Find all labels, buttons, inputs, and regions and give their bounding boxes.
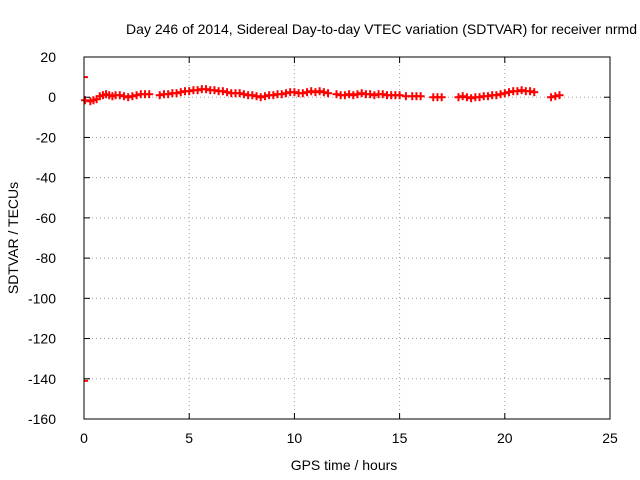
data-point [555,91,564,100]
x-tick-label: 5 [185,430,193,446]
data-point [547,93,556,102]
data-point [210,86,219,95]
data-point [311,88,320,97]
data-point [172,89,181,98]
data-point [395,91,404,100]
data-point [492,91,501,100]
y-tick-label: -100 [28,290,56,306]
data-point [124,93,133,102]
x-tick-label: 0 [80,430,88,446]
data-point [260,92,269,101]
data-point [277,90,286,99]
data-point [128,92,137,101]
data-point [223,88,232,97]
data-point [324,89,333,98]
data-point [340,91,349,100]
data-point [235,89,244,98]
data-point [526,87,535,96]
data-point [467,94,476,103]
data-point [298,89,307,98]
data-point [458,92,467,101]
data-point [252,92,261,101]
data-point [239,90,248,99]
data-point [353,90,362,99]
data-point [454,93,463,102]
data-point [115,91,124,100]
y-tick-label: -80 [36,250,56,266]
data-point [269,91,278,100]
y-tick-label: -140 [28,371,56,387]
data-point [500,89,509,98]
y-tick-label: -60 [36,210,56,226]
data-point [378,90,387,99]
data-point [332,90,341,99]
x-tick-labels: 0 5 10 15 20 25 [80,430,618,446]
y-tick-label: 20 [40,49,56,65]
data-point [437,93,446,102]
y-tick-labels: 20 0 -20 -40 -60 -80 -100 -120 -140 -160 [28,49,56,427]
data-point [530,88,539,97]
data-point [505,88,514,97]
x-tick-label: 15 [392,430,408,446]
data-point [416,92,425,101]
axis-ticks [83,56,611,420]
y-tick-label: -120 [28,331,56,347]
data-point [551,92,560,101]
x-axis-label: GPS time / hours [291,457,398,473]
data-point [349,91,358,100]
data-point [517,86,526,95]
data-point [496,90,505,99]
data-point [132,91,141,100]
y-tick-label: -40 [36,170,56,186]
data-point [315,87,324,96]
data-point [370,91,379,100]
data-points [81,76,564,382]
data-point [185,87,194,96]
x-tick-label: 20 [497,430,513,446]
chart-title: Day 246 of 2014, Sidereal Day-to-day VTE… [126,21,637,37]
data-point [475,93,484,102]
data-point [462,93,471,102]
data-point [218,87,227,96]
data-point [281,89,290,98]
plot-frame [83,56,611,420]
data-point [164,90,173,99]
y-axis-label: SDTVAR / TECUs [5,182,21,294]
data-point [176,88,185,97]
data-point [119,92,128,101]
x-tick-label: 25 [602,430,618,446]
data-point [145,90,154,99]
data-point [307,87,316,96]
data-point [513,87,522,96]
x-tick-label: 10 [287,430,303,446]
data-point [248,91,257,100]
data-point [303,88,312,97]
data-point [345,90,354,99]
data-point [155,91,164,100]
data-point [483,92,492,101]
data-point [290,88,299,97]
y-tick-label: 0 [48,89,56,105]
y-tick-label: -160 [28,411,56,427]
data-point [319,88,328,97]
data-point [357,89,366,98]
data-point [193,86,202,95]
y-tick-label: -20 [36,129,56,145]
data-point [366,90,375,99]
data-point [202,85,211,94]
grid [84,57,610,419]
data-point [256,93,265,102]
